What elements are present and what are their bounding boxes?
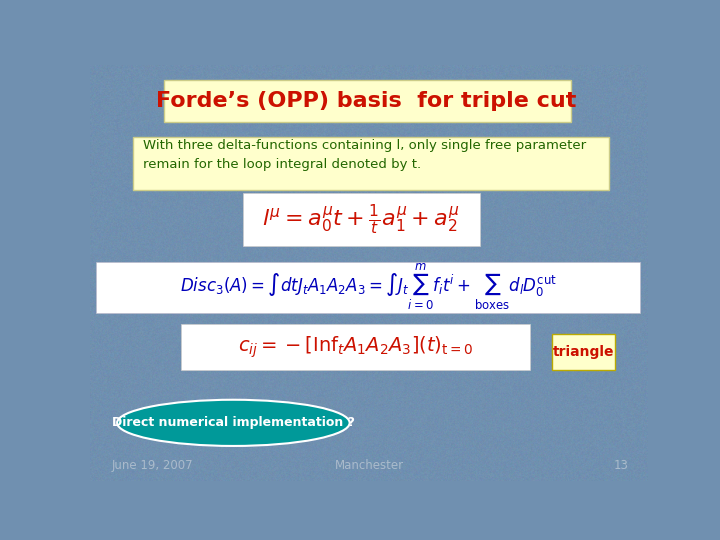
FancyBboxPatch shape xyxy=(96,262,640,313)
Text: Direct numerical implementation ?: Direct numerical implementation ? xyxy=(112,416,355,429)
Text: With three delta-functions containing l, only single free parameter
remain for t: With three delta-functions containing l,… xyxy=(143,139,586,171)
FancyBboxPatch shape xyxy=(132,137,609,190)
FancyBboxPatch shape xyxy=(243,193,480,246)
Text: Manchester: Manchester xyxy=(334,458,404,472)
Text: $c_{ij} = -[\mathrm{Inf}_t A_1 A_2 A_3](t)_{\mathrm{t=0}}$: $c_{ij} = -[\mathrm{Inf}_t A_1 A_2 A_3](… xyxy=(238,335,474,360)
Text: June 19, 2007: June 19, 2007 xyxy=(112,458,194,472)
FancyBboxPatch shape xyxy=(163,80,570,122)
Text: $l^{\mu} = a_0^{\mu}t + \frac{1}{t}a_1^{\mu} + a_2^{\mu}$: $l^{\mu} = a_0^{\mu}t + \frac{1}{t}a_1^{… xyxy=(263,202,460,237)
Text: Forde’s (OPP) basis  for triple cut: Forde’s (OPP) basis for triple cut xyxy=(156,91,577,111)
Text: $\mathit{Disc}_3(A) = \int dt J_t A_1 A_2 A_3 = \int J_t \sum_{i=0}^{m} f_i t^i : $\mathit{Disc}_3(A) = \int dt J_t A_1 A_… xyxy=(181,262,557,312)
Text: 13: 13 xyxy=(613,458,629,472)
Ellipse shape xyxy=(117,400,350,446)
FancyBboxPatch shape xyxy=(181,325,530,370)
FancyBboxPatch shape xyxy=(552,334,616,370)
Text: triangle: triangle xyxy=(553,345,614,359)
